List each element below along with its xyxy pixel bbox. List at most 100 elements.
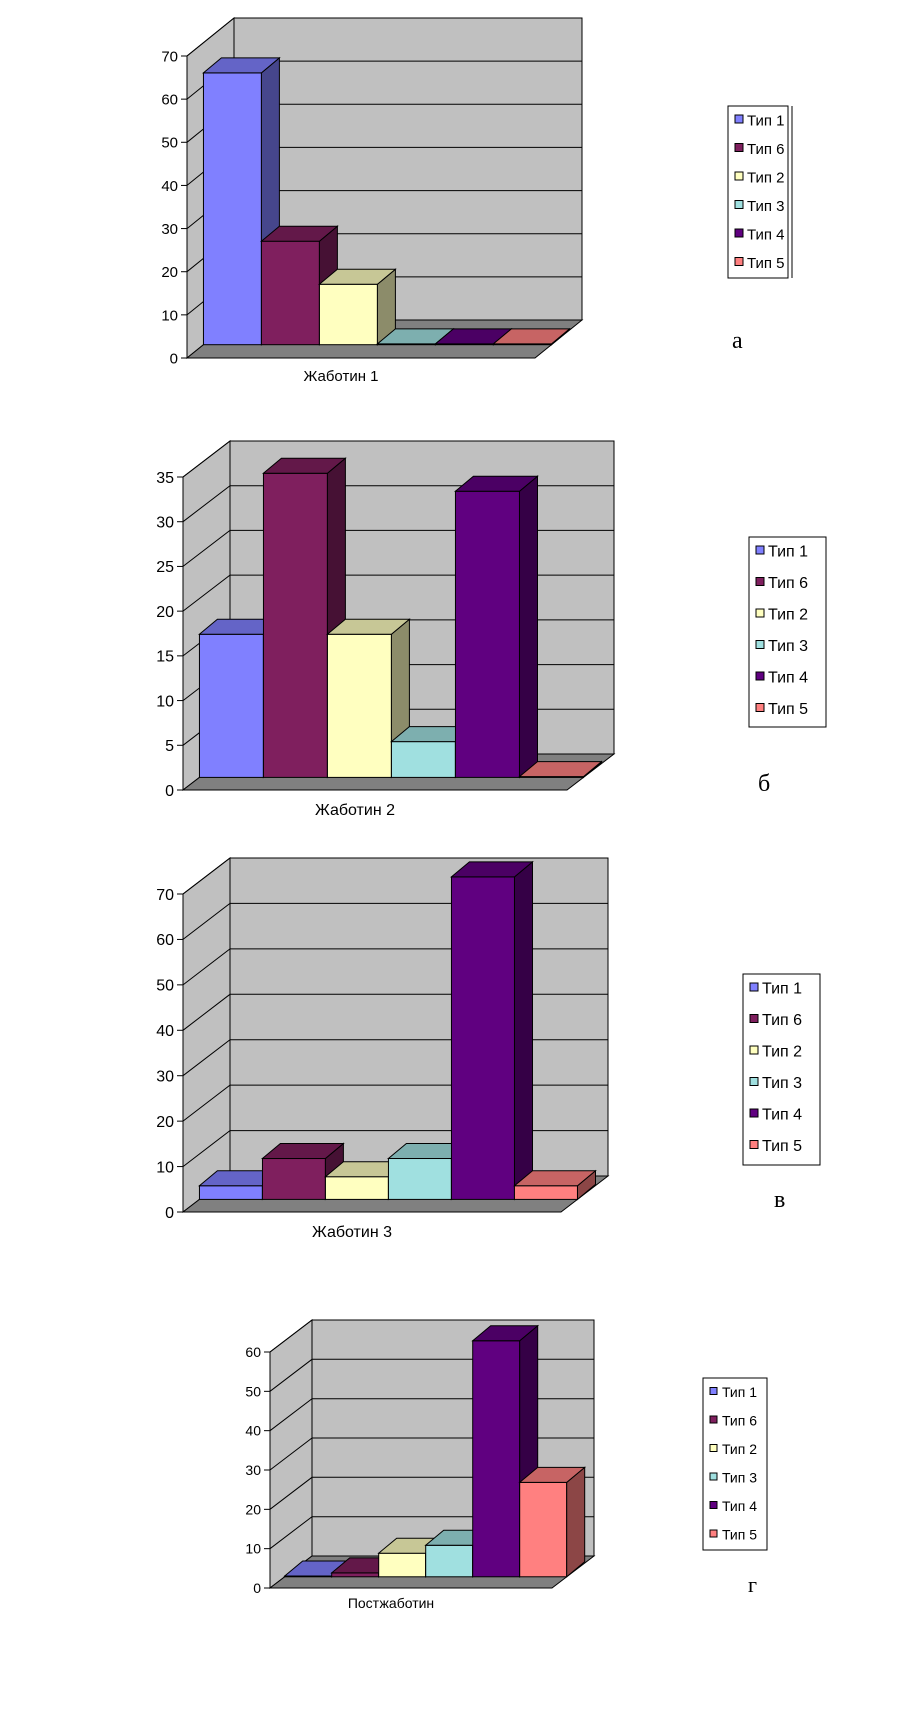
legend-swatch [749, 1140, 759, 1149]
y-tick-label: 70 [161, 48, 178, 65]
legend-swatch [755, 671, 765, 681]
y-tick-label: 30 [156, 514, 174, 531]
y-tick-label: 0 [165, 1205, 174, 1222]
y-tick-label: 20 [245, 1501, 261, 1517]
y-tick-label: 20 [156, 1114, 174, 1131]
y-tick-label: 20 [156, 604, 174, 621]
y-tick-label: 40 [156, 1023, 174, 1040]
back-wall [229, 857, 609, 1177]
category-label: Постжаботин [348, 1595, 434, 1611]
y-tick-label: 0 [165, 783, 174, 800]
legend: Тип 1 Тип 6 Тип 2 Тип 3 Тип 4 Тип 5 [727, 105, 793, 279]
legend-label: Тип 4 [762, 1107, 802, 1124]
category-label: Жаботин 1 [303, 368, 378, 385]
y-tick-label: 35 [156, 470, 174, 487]
category-label: Жаботин 2 [315, 802, 395, 819]
legend-swatch [734, 228, 744, 238]
y-tick-label: 0 [253, 1580, 261, 1596]
legend-swatch [709, 1444, 718, 1452]
panel-letter: б [758, 771, 770, 797]
bar-тип-4 [454, 475, 539, 779]
y-tick-label: 60 [156, 932, 174, 949]
legend-swatch [755, 703, 765, 712]
legend: Тип 1 Тип 6 Тип 2 Тип 3 Тип 4 Тип 5 [748, 536, 827, 728]
legend-swatch [709, 1472, 718, 1481]
legend-label: Тип 4 [722, 1498, 757, 1514]
legend-swatch [755, 640, 765, 649]
y-tick-label: 50 [245, 1383, 261, 1399]
y-tick-label: 60 [245, 1344, 261, 1360]
legend-label: Тип 2 [768, 607, 808, 624]
legend-label: Тип 4 [747, 226, 785, 243]
legend-swatch [734, 114, 744, 124]
legend-label: Тип 1 [762, 981, 802, 998]
bar-тип-5 [518, 760, 603, 779]
legend-swatch [755, 545, 765, 555]
y-tick-label: 10 [156, 1159, 174, 1176]
bar-тип-5 [492, 327, 571, 346]
legend-swatch [709, 1415, 718, 1424]
y-tick-label: 60 [161, 92, 178, 109]
legend-swatch [749, 1108, 759, 1118]
legend-label: Тип 1 [747, 112, 785, 129]
legend-swatch [734, 143, 744, 152]
legend-label: Тип 2 [747, 169, 785, 186]
y-tick-label: 10 [161, 307, 178, 324]
legend-label: Тип 5 [722, 1526, 757, 1542]
legend-label: Тип 1 [768, 544, 808, 561]
chart-panel-4: 0 10 20 30 40 50 60 Постжаботин Тип 1 Тип 6 Тип 2 Т… [245, 1318, 768, 1611]
legend-label: Тип 3 [762, 1075, 802, 1092]
legend-label: Тип 1 [722, 1384, 757, 1400]
legend-swatch [734, 257, 744, 266]
bar-тип-4 [450, 860, 534, 1201]
category-label: Жаботин 3 [312, 1224, 392, 1241]
legend-swatch [755, 577, 765, 586]
legend-swatch [749, 1014, 759, 1023]
legend-label: Тип 6 [747, 141, 785, 158]
legend-swatch [734, 200, 744, 209]
legend-label: Тип 6 [722, 1412, 757, 1428]
side-wall [182, 856, 231, 1214]
gridline [269, 1319, 594, 1353]
y-tick-label: 25 [156, 559, 174, 576]
legend-swatch [709, 1501, 718, 1509]
legend-swatch [755, 608, 765, 618]
y-tick-label: 20 [161, 264, 178, 281]
legend-label: Тип 4 [768, 670, 808, 687]
legend-swatch [749, 1077, 759, 1086]
y-tick-label: 30 [161, 221, 178, 238]
legend: Тип 1 Тип 6 Тип 2 Тип 3 Тип 4 Тип 5 [742, 973, 821, 1166]
legend-swatch [749, 982, 759, 992]
legend-swatch [734, 171, 744, 181]
legend-label: Тип 5 [747, 255, 785, 272]
y-tick-label: 10 [245, 1541, 261, 1557]
legend-label: Тип 3 [722, 1469, 757, 1485]
y-tick-label: 30 [156, 1068, 174, 1085]
legend-label: Тип 6 [762, 1012, 802, 1029]
legend-label: Тип 5 [762, 1138, 802, 1155]
y-tick-label: 15 [156, 649, 174, 666]
bar-тип-5 [518, 1466, 587, 1578]
y-tick-label: 40 [161, 178, 178, 195]
panel-letter: г [748, 1572, 757, 1597]
panel-letter: в [774, 1187, 785, 1213]
y-tick-label: 10 [156, 693, 174, 710]
y-tick-label: 70 [156, 887, 174, 904]
panel-letter: а [732, 328, 743, 354]
legend-swatch [709, 1529, 718, 1538]
y-tick-label: 0 [170, 350, 178, 367]
legend-label: Тип 3 [747, 198, 785, 215]
legend-label: Тип 5 [768, 701, 808, 718]
y-tick-label: 40 [245, 1423, 261, 1439]
legend-label: Тип 2 [722, 1441, 757, 1457]
gridline [182, 857, 608, 895]
bar-тип-2 [318, 268, 397, 346]
legend-label: Тип 2 [762, 1044, 802, 1061]
gridline [186, 17, 582, 57]
legend-swatch [709, 1387, 718, 1395]
y-tick-label: 30 [245, 1462, 261, 1478]
legend-label: Тип 6 [768, 575, 808, 592]
